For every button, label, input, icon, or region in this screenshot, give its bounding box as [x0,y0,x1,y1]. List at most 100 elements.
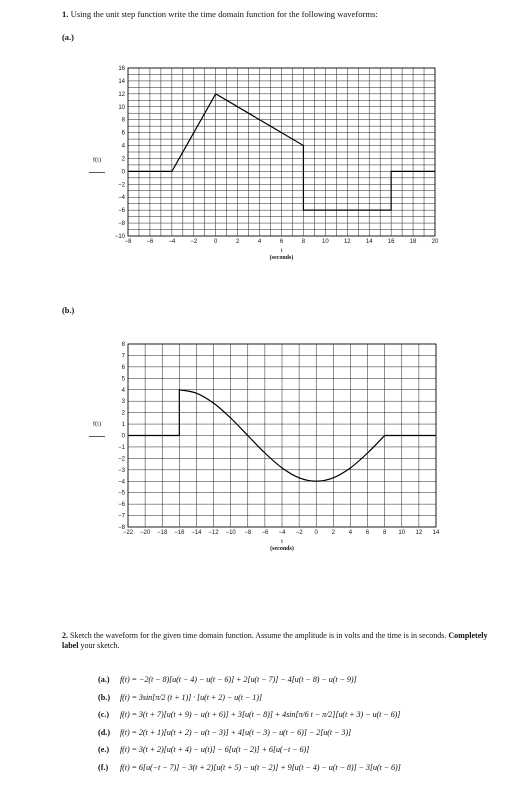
x-tick-label: 12 [416,530,423,536]
equation-text: f(t) = 3(t + 2)[u(t + 4) − u(t)] − 6[u(t… [120,745,310,755]
equation-label: (b.) [98,692,111,702]
x-tick-label: 18 [410,239,417,245]
equation-list: (a.) f(t) = −2(t − 8)[u(t − 4) − u(t − 6… [98,671,498,776]
y-tick-label: −8 [118,221,126,227]
x-tick-label: −2 [296,530,304,536]
equation-row-e: (e.) f(t) = 3(t + 2)[u(t + 4) − u(t)] − … [98,741,498,759]
x-tick-label: −12 [208,530,219,536]
x-tick-label: −4 [279,530,287,536]
y-tick-label: −8 [118,525,126,531]
x-tick-label: 6 [366,530,370,536]
x-tick-label: 6 [280,239,284,245]
y-tick-label: 2 [122,156,126,162]
plot-frame [127,67,436,237]
equation-row-c: (c.) f(t) = 3(t + 7)[u(t + 9) − u(t + 6)… [98,706,498,724]
equation-text: f(t) = 3sin[π/2 (t + 1)] · [u(t + 2) − u… [120,692,262,702]
question-1-heading: 1. Using the unit step function write th… [62,9,378,19]
y-tick-label: 6 [122,131,126,137]
x-tick-label: −18 [157,530,168,536]
y-tick-label: −1 [118,445,126,451]
x-tick-label: 12 [344,239,351,245]
y-tick-label: 8 [122,342,126,348]
y-tick-label: 10 [118,105,125,111]
y-tick-label: 3 [122,399,126,405]
equation-row-f: (f.) f(t) = 6[u(−t − 7)] − 3(t + 2)[u(t … [98,759,498,777]
x-tick-label: 10 [398,530,405,536]
x-tick-label: −20 [140,530,151,536]
question-2-emphasis: Completely label [62,631,488,650]
x-axis-unit: (seconds) [270,545,294,552]
x-tick-label: 2 [332,530,336,536]
x-tick-label: 14 [433,530,440,536]
y-tick-label: −3 [118,468,126,474]
equation-text: f(t) = 6[u(−t − 7)] − 3(t + 2)[u(t + 5) … [120,762,401,772]
x-tick-label: 0 [315,530,319,536]
waveform-series-line [128,93,435,211]
question-2-prompt: 2. Sketch the waveform for the given tim… [62,631,492,651]
x-tick-label: −22 [123,530,134,536]
x-tick-label: 16 [388,239,395,245]
x-tick-label: −6 [147,239,155,245]
x-tick-label: −10 [226,530,237,536]
waveform-series-line [128,389,436,482]
equation-text: f(t) = 2(t + 1)[u(t + 2) − u(t − 3)] + 4… [120,727,352,737]
x-tick-label: −4 [168,239,176,245]
x-tick-label: −2 [190,239,198,245]
question-2-text-end: your sketch. [80,641,120,650]
x-tick-label: −6 [261,530,269,536]
equation-row-b: (b.) f(t) = 3sin[π/2 (t + 1)] · [u(t + 2… [98,689,498,707]
question-1-text: Using the unit step function write the t… [70,9,378,19]
y-tick-label: −10 [115,234,126,240]
equation-label: (d.) [98,727,111,737]
y-tick-label: −4 [118,479,126,485]
x-tick-label: 4 [349,530,353,536]
x-tick-label: −8 [125,239,133,245]
y-tick-label: −6 [118,208,126,214]
y-tick-label: 12 [118,92,125,98]
y-tick-label: 8 [122,118,126,124]
y-tick-label: 16 [118,66,125,72]
equation-label: (c.) [98,710,110,720]
part-a-label: (a.) [62,33,74,42]
x-tick-label: 8 [383,530,387,536]
y-axis-label: f(t) [93,156,101,163]
question-2-text: Sketch the waveform for the given time d… [70,631,447,640]
question-2-number: 2. [62,631,68,640]
x-tick-label: 8 [302,239,306,245]
x-tick-label: 10 [322,239,329,245]
y-tick-label: 14 [118,79,125,85]
x-tick-label: −8 [244,530,252,536]
x-tick-label: 2 [236,239,240,245]
equation-text: f(t) = −2(t − 8)[u(t − 4) − u(t − 6)] + … [120,675,357,685]
y-tick-label: 2 [122,411,126,417]
y-tick-label: −2 [118,182,126,188]
x-tick-label: 4 [258,239,262,245]
y-tick-label: −6 [118,502,126,508]
equation-label: (f.) [98,762,109,772]
x-tick-label: −14 [191,530,202,536]
y-tick-label: 0 [122,434,126,440]
equation-row-d: (d.) f(t) = 2(t + 1)[u(t + 2) − u(t − 3)… [98,724,498,742]
equation-label: (a.) [98,675,110,685]
x-axis-label: t [281,538,283,545]
y-tick-label: −4 [118,195,126,201]
x-tick-label: 20 [432,239,439,245]
y-tick-label: 1 [122,422,126,428]
y-tick-label: 4 [122,144,126,150]
y-tick-label: −2 [118,456,126,462]
y-axis-label: f(t) [93,421,101,428]
y-tick-label: 7 [122,353,126,359]
equation-label: (e.) [98,745,110,755]
x-tick-label: 0 [214,239,218,245]
y-tick-label: 5 [122,376,126,382]
equation-row-a: (a.) f(t) = −2(t − 8)[u(t − 4) − u(t − 6… [98,671,498,689]
y-tick-label: −5 [118,491,126,497]
y-tick-label: 6 [122,365,126,371]
y-tick-label: −7 [118,514,126,520]
x-tick-label: 14 [366,239,373,245]
x-axis-label: t [281,247,283,254]
part-b-label: (b.) [62,306,75,315]
x-tick-label: −16 [174,530,185,536]
